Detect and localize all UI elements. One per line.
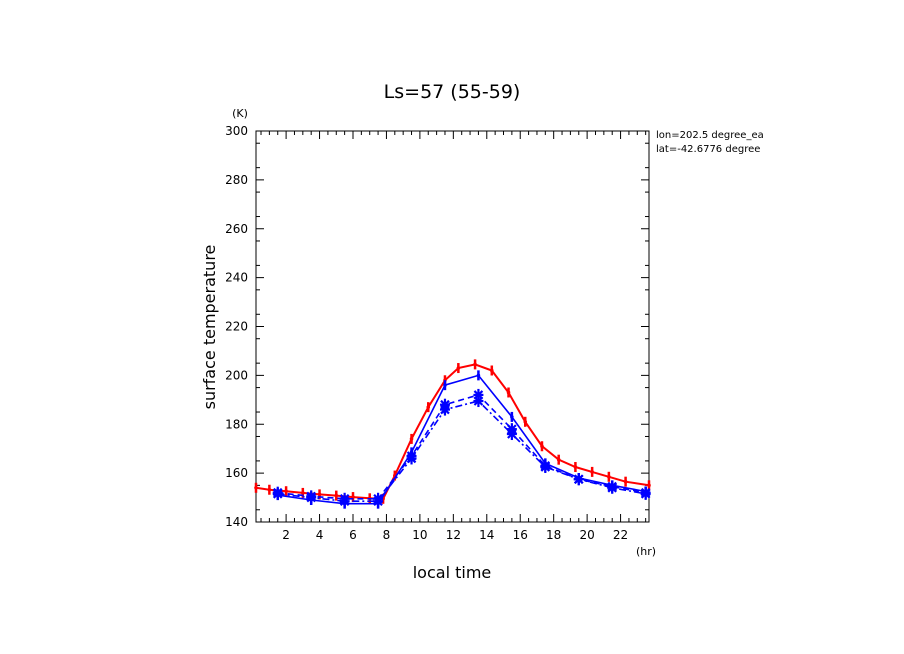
x-tick-label: 10 — [412, 528, 427, 542]
data-point — [339, 495, 350, 508]
series-3 — [272, 395, 651, 508]
series-1 — [275, 370, 648, 509]
x-tick-label: 22 — [613, 528, 628, 542]
data-point-dot — [351, 495, 355, 499]
y-tick-label: 140 — [225, 515, 248, 529]
x-tick-label: 4 — [316, 528, 324, 542]
data-point-dot — [623, 479, 628, 484]
data-point-dot — [607, 474, 611, 479]
x-tick-label: 16 — [513, 528, 528, 542]
x-tick-label: 20 — [579, 528, 594, 542]
data-point-dot — [409, 437, 414, 441]
data-point-dot — [476, 373, 481, 378]
data-point-dot — [473, 362, 477, 367]
y-tick-label: 280 — [225, 173, 248, 187]
axis-ticks: 140 160 180 200 220 240 260 280 300 2 4 6 8 10 12 14 16 1… — [225, 124, 649, 542]
data-point-dot — [510, 415, 514, 419]
data-point — [607, 481, 618, 494]
y-axis-label: surface temperature — [200, 245, 219, 410]
data-point-dot — [267, 487, 272, 492]
annotation-lon: lon=202.5 degree_ea — [656, 130, 764, 141]
data-point-dot — [523, 420, 528, 424]
data-point-dot — [443, 383, 447, 387]
series-line — [255, 363, 650, 500]
x-axis-label: local time — [413, 563, 492, 582]
data-point-dot — [426, 405, 431, 409]
x-tick-label: 2 — [282, 528, 290, 542]
data-point-dot — [301, 491, 305, 495]
series-layer — [254, 359, 651, 509]
data-point — [373, 495, 384, 508]
x-tick-label: 18 — [546, 528, 561, 542]
data-point — [406, 452, 417, 465]
data-point-dot — [540, 444, 544, 449]
data-point — [540, 461, 551, 474]
annotation-lat: lat=-42.6776 degree — [656, 144, 760, 155]
x-tick-label: 8 — [383, 528, 391, 542]
data-point-dot — [254, 485, 258, 490]
chart-title: Ls=57 (55-59) — [384, 81, 521, 103]
y-unit-label: (K) — [232, 107, 248, 120]
data-point — [640, 487, 651, 500]
data-point — [473, 395, 484, 408]
plot-frame — [255, 130, 650, 523]
series-2 — [272, 388, 651, 505]
y-tick-label: 240 — [225, 271, 248, 285]
data-point-dot — [317, 492, 322, 497]
data-point-dot — [334, 493, 339, 498]
data-point — [506, 428, 517, 441]
data-point-dot — [647, 483, 651, 488]
data-point-dot — [490, 368, 494, 373]
y-tick-label: 180 — [225, 417, 248, 431]
series-line — [277, 400, 646, 503]
y-tick-label: 160 — [225, 466, 248, 480]
y-tick-label: 220 — [225, 320, 248, 334]
x-tick-label: 12 — [446, 528, 461, 542]
data-point-dot — [556, 457, 561, 462]
data-point-dot — [573, 465, 578, 469]
data-point — [272, 487, 283, 500]
data-point-dot — [456, 366, 461, 370]
series-line — [277, 374, 646, 505]
series-line — [277, 393, 646, 500]
data-point-dot — [590, 470, 594, 474]
x-tick-label: 14 — [479, 528, 494, 542]
data-point — [573, 473, 584, 486]
data-point — [306, 491, 317, 504]
x-unit-label: (hr) — [636, 545, 656, 558]
data-point-dot — [506, 390, 511, 395]
y-tick-label: 260 — [225, 222, 248, 236]
data-point-dot — [284, 489, 288, 494]
data-point — [439, 403, 450, 416]
x-tick-label: 6 — [349, 528, 357, 542]
y-tick-label: 200 — [225, 368, 248, 382]
annotation-clip — [780, 125, 904, 160]
y-tick-label: 300 — [225, 124, 248, 138]
